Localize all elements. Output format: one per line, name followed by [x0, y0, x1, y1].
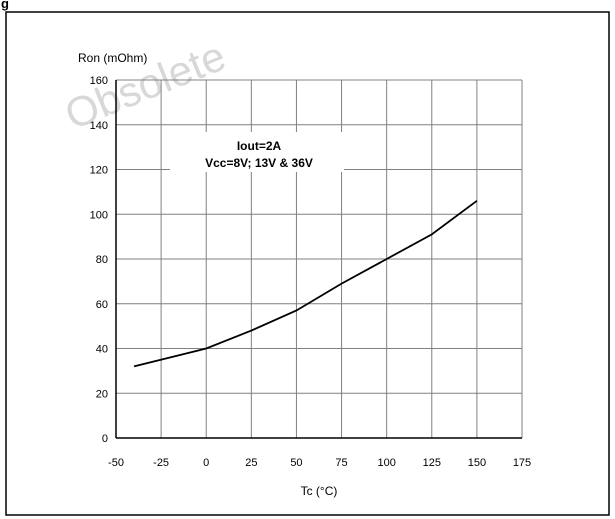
annotation-box — [170, 132, 344, 172]
annotation-vcc: Vcc=8V; 13V & 36V — [205, 156, 313, 170]
series-layer — [133, 200, 478, 368]
axis-layer — [115, 80, 522, 439]
y-tick-label: 0 — [102, 433, 108, 445]
x-tick-label: 175 — [513, 457, 531, 469]
series-line-ron — [133, 200, 478, 368]
x-tick-label: 150 — [468, 457, 486, 469]
y-tick-label: 40 — [96, 344, 108, 356]
figure-frame — [5, 11, 610, 516]
y-tick-label: 160 — [90, 75, 108, 87]
y-tick-label: 140 — [90, 120, 108, 132]
y-tick-label: 80 — [96, 254, 108, 266]
tick-labels: 0 20 40 60 80 100 120 140 160 -50 -25 0 25 50 75 100 125… — [90, 75, 532, 469]
y-tick-label: 20 — [96, 388, 108, 400]
x-tick-label: -25 — [153, 457, 169, 469]
x-tick-label: 100 — [377, 457, 395, 469]
y-tick-label: 100 — [90, 209, 108, 221]
x-tick-label: 125 — [423, 457, 441, 469]
x-axis-title: Tc (°C) — [301, 484, 338, 498]
x-tick-label: 75 — [335, 457, 347, 469]
x-tick-label: 50 — [290, 457, 302, 469]
x-tick-label: 25 — [245, 457, 257, 469]
grid-layer — [116, 79, 523, 438]
x-tick-label: 0 — [203, 457, 209, 469]
y-axis-title: Ron (mOhm) — [78, 51, 147, 65]
y-tick-label: 60 — [96, 299, 108, 311]
header-fragment: g — [1, 0, 9, 11]
annotation-iout: Iout=2A — [237, 139, 282, 153]
y-tick-label: 120 — [90, 165, 108, 177]
x-tick-label: -50 — [108, 457, 124, 469]
